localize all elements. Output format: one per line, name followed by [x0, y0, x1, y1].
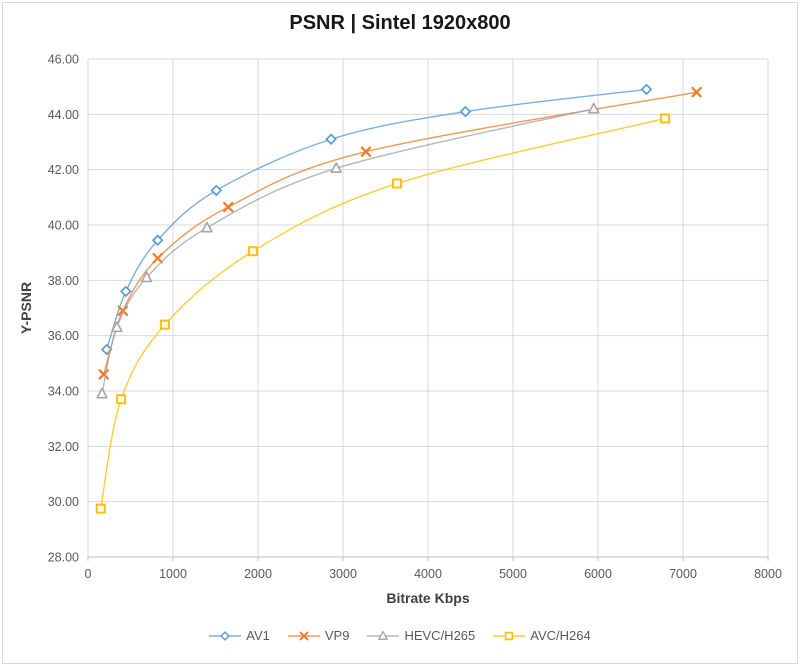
legend-item-hevc-h265: HEVC/H265 [367, 628, 475, 643]
y-tick-label: 38.00 [48, 274, 79, 288]
x-marker [299, 631, 309, 640]
series-hevc-h265 [96, 102, 600, 399]
legend-item-av1: AV1 [209, 628, 270, 643]
series-line-av1 [106, 88, 647, 350]
triangle-marker [96, 387, 108, 399]
x-tick-label: 4000 [414, 567, 442, 581]
x-tick-label: 7000 [669, 567, 697, 581]
x-tick-label: 0 [85, 567, 92, 581]
square-marker [116, 394, 127, 405]
x-marker [691, 86, 702, 98]
chart-title: PSNR | Sintel 1920x800 [289, 12, 511, 34]
x-marker [223, 201, 234, 213]
square-marker [159, 319, 170, 330]
series-line-avc-h264 [100, 117, 666, 509]
x-tick-label: 6000 [584, 567, 612, 581]
square-marker [505, 631, 514, 640]
series-av1 [100, 83, 653, 356]
y-tick-label: 30.00 [48, 495, 79, 509]
diamond-marker [459, 105, 472, 118]
y-tick-label: 36.00 [48, 329, 79, 343]
x-marker [152, 252, 163, 264]
y-tick-label: 40.00 [48, 219, 79, 233]
triangle-marker [140, 271, 153, 283]
x-marker [360, 146, 372, 157]
y-tick-label: 28.00 [48, 551, 79, 565]
y-tick-label: 34.00 [48, 385, 79, 399]
triangle-marker [588, 102, 600, 114]
y-tick-label: 46.00 [48, 53, 79, 67]
legend: AV1 VP9 HEVC/H265 AVC/H264 [0, 628, 800, 643]
legend-label-vp9: VP9 [324, 628, 350, 643]
legend-label-avc-h264: AVC/H264 [530, 628, 591, 643]
legend-item-avc-h264: AVC/H264 [493, 628, 591, 643]
legend-triangle-icon [367, 630, 400, 640]
square-marker [660, 113, 671, 124]
diamond-marker [120, 285, 132, 298]
series-line-vp9 [103, 91, 697, 375]
diamond-marker [210, 184, 223, 197]
legend-x-icon [287, 631, 320, 640]
series-avc-h264 [95, 113, 671, 514]
x-tick-label: 1000 [159, 567, 187, 581]
x-tick-label: 2000 [244, 567, 272, 581]
x-axis-title: Bitrate Kbps [386, 590, 470, 606]
diamond-marker [640, 83, 653, 96]
triangle-marker [330, 162, 342, 173]
legend-square-icon [493, 631, 526, 640]
y-tick-label: 42.00 [48, 163, 79, 177]
triangle-marker [111, 321, 123, 333]
square-marker [95, 503, 106, 514]
diamond-marker [220, 630, 231, 641]
legend-item-vp9: VP9 [287, 628, 350, 643]
x-tick-label: 8000 [754, 567, 782, 581]
x-tick-label: 5000 [499, 567, 527, 581]
y-tick-label: 44.00 [48, 108, 79, 122]
diamond-marker [151, 234, 164, 247]
legend-label-av1: AV1 [246, 628, 270, 643]
series-vp9 [98, 86, 702, 380]
legend-diamond-icon [209, 630, 242, 641]
square-marker [247, 246, 258, 257]
y-tick-label: 32.00 [48, 440, 79, 454]
square-marker [391, 178, 402, 189]
x-tick-label: 3000 [329, 567, 357, 581]
triangle-marker [201, 221, 213, 233]
legend-label-hevc-h265: HEVC/H265 [404, 628, 476, 643]
diamond-marker [325, 133, 337, 146]
triangle-marker [378, 630, 389, 640]
